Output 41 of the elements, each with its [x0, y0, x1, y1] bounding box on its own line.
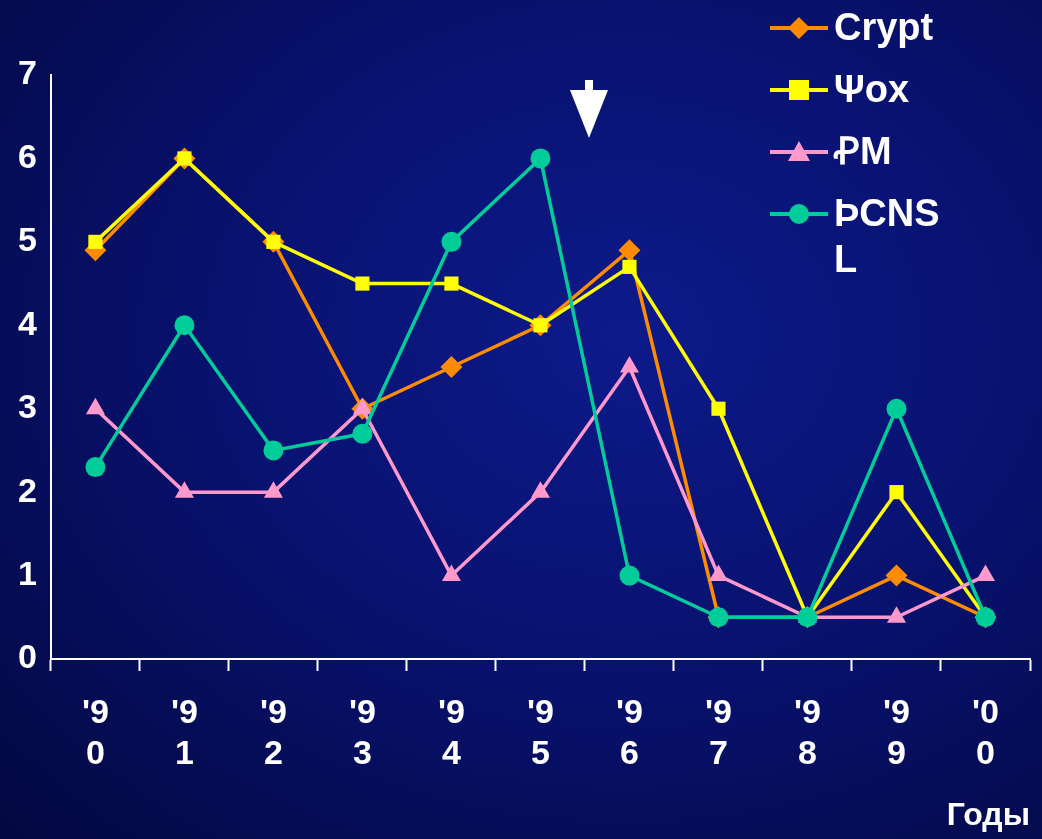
point — [352, 423, 373, 444]
legend-label: ÞCNSL — [834, 191, 941, 282]
x-tick-label: '98 — [793, 691, 821, 771]
y-tick-label: 5 — [17, 220, 37, 259]
point — [88, 234, 103, 249]
point — [886, 398, 907, 419]
y-tick-label: 6 — [17, 136, 37, 175]
legend-label: Crypt — [834, 5, 935, 50]
point — [440, 356, 463, 378]
point — [530, 148, 551, 169]
y-tick-label: 1 — [17, 553, 37, 592]
y-tick-label: 3 — [17, 387, 37, 426]
point — [263, 440, 284, 461]
y-tick-label: 4 — [17, 303, 37, 342]
y-tick-label: 7 — [17, 53, 37, 92]
x-tick-label: '94 — [437, 691, 465, 771]
point — [622, 259, 637, 274]
x-tick-label: '00 — [972, 691, 999, 771]
point — [85, 457, 106, 478]
point — [889, 485, 904, 500]
point — [441, 231, 462, 252]
point — [355, 276, 370, 291]
point — [618, 239, 641, 262]
x-tick-label: '97 — [704, 691, 732, 771]
x-tick-label: '99 — [882, 691, 910, 771]
x-tick-label: '91 — [170, 691, 198, 771]
x-tick-label: '93 — [348, 691, 376, 771]
y-tick-label: 2 — [17, 470, 37, 509]
x-axis-title: Годы — [946, 795, 1030, 832]
legend-label: ꝒM — [834, 129, 893, 174]
x-tick-label: '95 — [526, 691, 554, 771]
y-tick-label: 0 — [17, 637, 37, 676]
x-tick-label: '96 — [615, 691, 643, 771]
x-tick-label: '90 — [81, 691, 109, 771]
point — [444, 276, 459, 291]
point — [174, 315, 195, 336]
x-tick-label: '92 — [259, 691, 287, 771]
legend-label: Ψox — [834, 67, 911, 112]
point — [885, 564, 908, 587]
point — [619, 565, 640, 586]
point — [711, 401, 726, 416]
